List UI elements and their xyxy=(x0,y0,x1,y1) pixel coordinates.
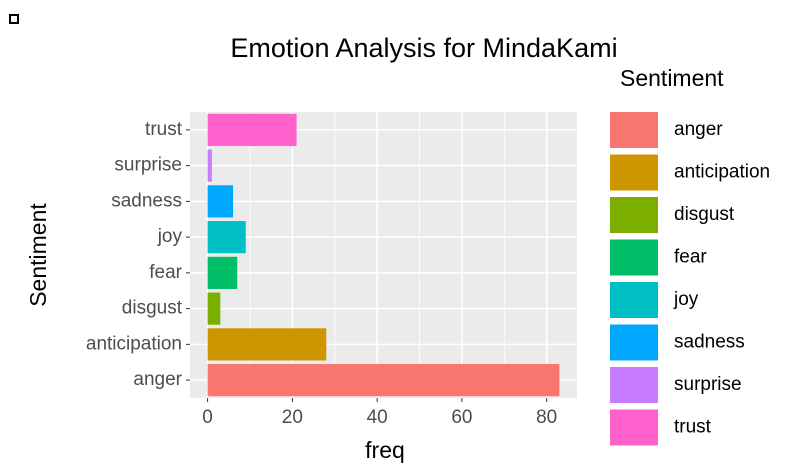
bar xyxy=(207,328,327,361)
bar xyxy=(207,256,238,289)
legend-label: joy xyxy=(673,289,699,310)
legend-label: disgust xyxy=(674,204,735,225)
y-tick-label: anger xyxy=(133,369,182,390)
legend-key xyxy=(610,282,658,318)
legend-label: anticipation xyxy=(674,162,770,183)
y-tick-label: anticipation xyxy=(86,333,182,354)
y-tick-label: sadness xyxy=(111,190,182,211)
bar xyxy=(207,149,212,182)
bar xyxy=(207,185,234,218)
x-tick-label: 20 xyxy=(282,407,303,428)
x-tick-label: 80 xyxy=(536,407,557,428)
bar xyxy=(207,364,560,397)
bar xyxy=(207,113,297,146)
legend-label: fear xyxy=(674,247,707,268)
x-tick-label: 0 xyxy=(202,407,213,428)
x-tick-label: 60 xyxy=(451,407,472,428)
window-icon xyxy=(9,14,19,24)
bar xyxy=(207,221,246,254)
legend-title: Sentiment xyxy=(620,65,724,91)
chart-title: Emotion Analysis for MindaKami xyxy=(230,33,617,63)
legend-key xyxy=(610,239,658,276)
y-tick-label: disgust xyxy=(122,298,183,319)
legend-label: sadness xyxy=(674,332,745,353)
legend-key xyxy=(610,154,658,191)
bar xyxy=(207,292,221,325)
x-axis-label: freq xyxy=(365,437,405,463)
y-tick-label: fear xyxy=(149,262,182,283)
y-tick-label: surprise xyxy=(114,155,182,176)
y-axis-label: Sentiment xyxy=(25,203,51,307)
legend-key xyxy=(610,367,658,403)
legend-key xyxy=(610,112,658,148)
legend-key xyxy=(610,409,658,446)
x-tick-label: 40 xyxy=(367,407,388,428)
legend-label: anger xyxy=(674,119,723,140)
legend-key xyxy=(610,197,658,233)
legend-label: surprise xyxy=(674,374,742,395)
legend-key xyxy=(610,324,658,361)
y-tick-label: trust xyxy=(145,119,183,140)
y-tick-label: joy xyxy=(157,226,183,247)
legend-label: trust xyxy=(674,417,712,438)
